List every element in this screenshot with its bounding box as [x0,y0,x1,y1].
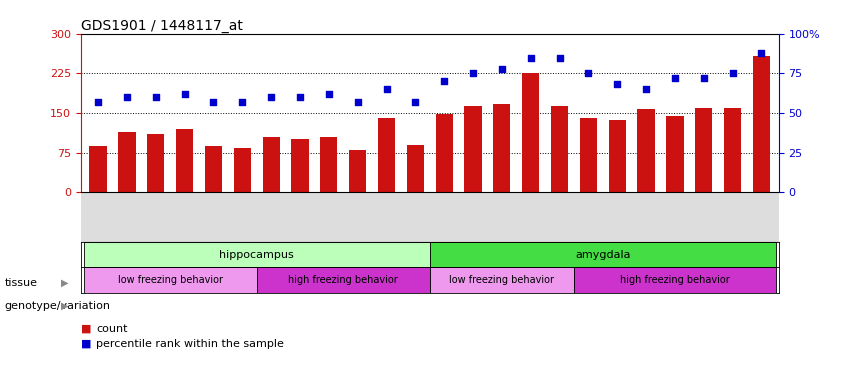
Bar [83,267,257,292]
Point [380,86,393,92]
Point [408,99,422,105]
Text: low freezing behavior: low freezing behavior [117,275,223,285]
Bar [465,106,482,192]
Point [697,75,711,81]
Text: high freezing behavior: high freezing behavior [620,275,729,285]
Bar [753,56,770,192]
Point [236,99,249,105]
Point [552,54,566,60]
Point [178,91,191,97]
Point [265,94,278,100]
Bar [291,140,309,192]
Bar [118,132,135,192]
Bar [378,118,395,192]
Bar [205,146,222,192]
Bar [89,146,106,192]
Point [495,66,509,72]
Point [668,75,682,81]
Bar [349,150,366,192]
Bar [147,134,164,192]
Point [351,99,364,105]
Point [91,99,105,105]
Bar [430,267,574,292]
Bar [494,104,511,192]
Text: hippocampus: hippocampus [220,250,294,260]
Bar [724,108,741,192]
Point [294,94,307,100]
Text: genotype/variation: genotype/variation [4,301,111,310]
Bar [262,137,280,192]
Bar [580,118,597,192]
Text: GDS1901 / 1448117_at: GDS1901 / 1448117_at [81,19,243,33]
Point [149,94,163,100]
Point [322,91,335,97]
Text: ▶: ▶ [61,278,69,288]
Text: ▶: ▶ [61,301,69,310]
Point [524,54,538,60]
Bar [574,267,776,292]
Bar [257,267,430,292]
Point [437,78,451,84]
Bar [436,114,453,192]
Text: amygdala: amygdala [575,250,631,260]
Text: percentile rank within the sample: percentile rank within the sample [96,339,284,349]
Bar [551,106,568,192]
Point [639,86,653,92]
Point [755,50,768,56]
Bar [407,145,424,192]
Text: high freezing behavior: high freezing behavior [288,275,398,285]
Bar [234,148,251,192]
Point [120,94,134,100]
Bar [430,242,776,267]
Point [207,99,220,105]
Point [466,70,480,76]
Bar [637,109,654,192]
Point [610,81,624,87]
Text: ■: ■ [81,339,91,349]
Bar [666,116,683,192]
Bar [522,74,540,192]
Point [726,70,740,76]
Bar [695,108,712,192]
Point [581,70,595,76]
Text: count: count [96,324,128,334]
Bar [320,137,338,192]
Bar [83,242,430,267]
Bar [608,120,625,192]
Bar [176,129,193,192]
Text: low freezing behavior: low freezing behavior [449,275,554,285]
Text: tissue: tissue [4,278,37,288]
Text: ■: ■ [81,324,91,334]
